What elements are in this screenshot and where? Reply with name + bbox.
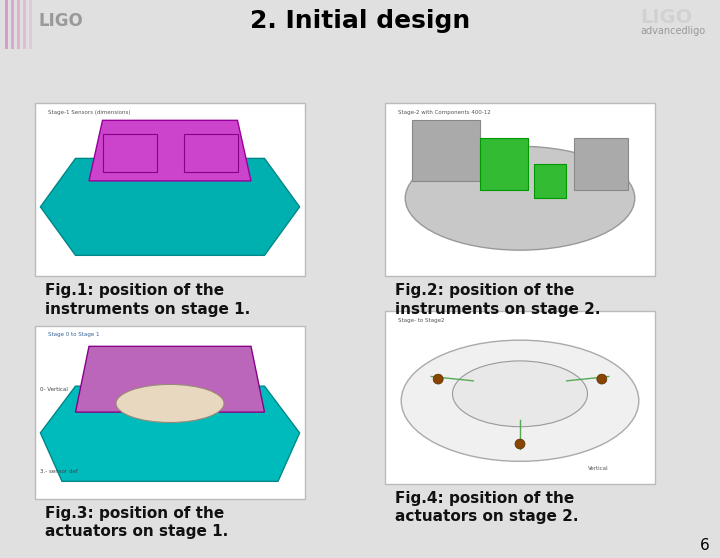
Text: 3.- sensor def: 3.- sensor def bbox=[40, 469, 78, 474]
Ellipse shape bbox=[116, 384, 224, 422]
Bar bbox=[17, 0, 20, 49]
Ellipse shape bbox=[401, 340, 639, 461]
Text: LIGO: LIGO bbox=[640, 8, 692, 27]
Bar bbox=[385, 311, 655, 484]
Bar bbox=[184, 134, 238, 172]
Text: 0- Vertical: 0- Vertical bbox=[40, 387, 68, 392]
Text: Fig.2: position of the
instruments on stage 2.: Fig.2: position of the instruments on st… bbox=[395, 283, 600, 316]
Text: advancedligo: advancedligo bbox=[640, 26, 705, 36]
Circle shape bbox=[597, 374, 607, 384]
Text: Stage-1 Sensors (dimensions): Stage-1 Sensors (dimensions) bbox=[48, 110, 131, 115]
Bar bbox=[35, 325, 305, 499]
Bar bbox=[480, 138, 528, 190]
Text: LIGO: LIGO bbox=[38, 12, 83, 30]
Bar bbox=[23, 0, 26, 49]
Bar bbox=[412, 121, 480, 181]
Text: 2. Initial design: 2. Initial design bbox=[250, 9, 470, 33]
Circle shape bbox=[515, 439, 525, 449]
Bar bbox=[5, 0, 8, 49]
Bar bbox=[102, 134, 156, 172]
Bar bbox=[385, 103, 655, 276]
Ellipse shape bbox=[452, 361, 588, 427]
Bar bbox=[534, 163, 566, 198]
Text: Fig.3: position of the
actuators on stage 1.: Fig.3: position of the actuators on stag… bbox=[45, 506, 228, 539]
Bar bbox=[29, 0, 32, 49]
Ellipse shape bbox=[405, 146, 635, 250]
Text: Stage- to Stage2: Stage- to Stage2 bbox=[398, 318, 445, 323]
Text: Stage-2 with Components 400-12: Stage-2 with Components 400-12 bbox=[398, 110, 491, 115]
Polygon shape bbox=[76, 347, 264, 412]
Bar bbox=[574, 138, 628, 190]
Text: Stage 0 to Stage 1: Stage 0 to Stage 1 bbox=[48, 333, 100, 338]
Polygon shape bbox=[40, 158, 300, 256]
Text: Vertical: Vertical bbox=[588, 466, 608, 471]
Text: 6: 6 bbox=[701, 538, 710, 553]
Bar bbox=[35, 103, 305, 276]
Polygon shape bbox=[40, 386, 300, 482]
Circle shape bbox=[433, 374, 444, 384]
Text: Fig.4: position of the
actuators on stage 2.: Fig.4: position of the actuators on stag… bbox=[395, 490, 578, 525]
Polygon shape bbox=[89, 121, 251, 181]
Text: Fig.1: position of the
instruments on stage 1.: Fig.1: position of the instruments on st… bbox=[45, 283, 251, 316]
Bar bbox=[11, 0, 14, 49]
